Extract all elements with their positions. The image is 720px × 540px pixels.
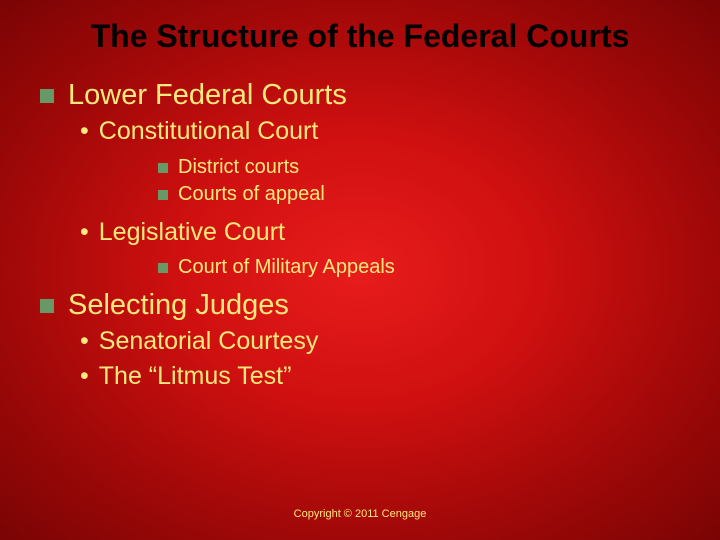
level3-item: Courts of appeal bbox=[158, 181, 690, 208]
square-bullet-icon bbox=[40, 299, 54, 313]
level2-text: The “Litmus Test” bbox=[99, 360, 292, 393]
level2-item: • Constitutional Court bbox=[80, 115, 690, 148]
level3-text: Courts of appeal bbox=[178, 181, 325, 208]
level3-text: District courts bbox=[178, 154, 299, 181]
level2-text: Constitutional Court bbox=[99, 115, 319, 148]
level1-text: Lower Federal Courts bbox=[68, 77, 347, 113]
level2-item: • Senatorial Courtesy bbox=[80, 325, 690, 358]
level2-item: • The “Litmus Test” bbox=[80, 360, 690, 393]
dot-bullet-icon: • bbox=[80, 360, 89, 393]
copyright-text: Copyright © 2011 Cengage bbox=[0, 508, 720, 520]
level2-item: • Legislative Court bbox=[80, 216, 690, 249]
square-bullet-icon bbox=[158, 263, 168, 273]
level3-item: District courts bbox=[158, 154, 690, 181]
level3-item: Court of Military Appeals bbox=[158, 254, 690, 281]
dot-bullet-icon: • bbox=[80, 325, 89, 358]
level3-text: Court of Military Appeals bbox=[178, 254, 395, 281]
slide-title: The Structure of the Federal Courts bbox=[0, 0, 720, 63]
square-bullet-icon bbox=[158, 163, 168, 173]
slide-content: Lower Federal Courts • Constitutional Co… bbox=[0, 63, 720, 393]
level1-text: Selecting Judges bbox=[68, 287, 289, 323]
level1-item: Lower Federal Courts bbox=[40, 77, 690, 113]
level2-text: Legislative Court bbox=[99, 216, 285, 249]
square-bullet-icon bbox=[158, 190, 168, 200]
dot-bullet-icon: • bbox=[80, 216, 89, 249]
dot-bullet-icon: • bbox=[80, 115, 89, 148]
level1-item: Selecting Judges bbox=[40, 287, 690, 323]
level2-text: Senatorial Courtesy bbox=[99, 325, 319, 358]
square-bullet-icon bbox=[40, 89, 54, 103]
